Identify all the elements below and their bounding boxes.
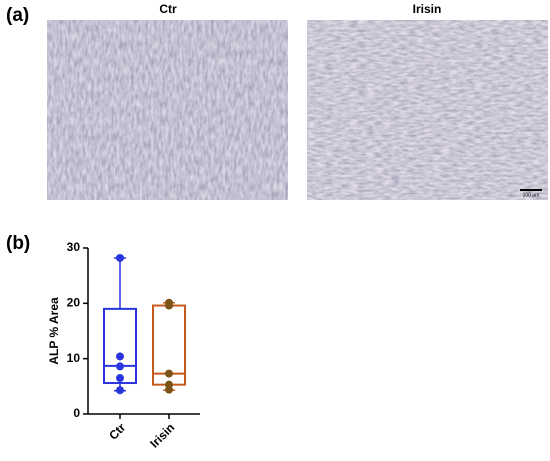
panel-label: (a)	[6, 5, 29, 26]
y-tick-label: 0	[73, 406, 80, 420]
panel-label: (b)	[6, 233, 30, 254]
image-title: Irisin	[413, 2, 442, 16]
data-point	[116, 374, 124, 383]
data-point	[165, 369, 173, 378]
y-axis-title: ALP % Area	[47, 297, 61, 365]
micrograph	[47, 20, 288, 200]
data-point	[116, 386, 124, 395]
image-title: Ctr	[159, 2, 177, 16]
x-tick-label: Irisin	[147, 420, 177, 450]
data-point	[165, 385, 173, 394]
data-point	[116, 352, 124, 361]
scale-bar-label: 100 μm	[523, 192, 540, 198]
data-point	[165, 301, 173, 310]
micrograph	[307, 20, 548, 200]
box	[103, 307, 137, 385]
y-tick-label: 30	[67, 240, 81, 254]
data-point	[116, 362, 124, 371]
data-point	[116, 253, 124, 262]
y-tick-label: 20	[67, 296, 81, 310]
y-tick-label: 10	[67, 351, 81, 365]
x-tick-label: Ctr	[106, 420, 128, 442]
